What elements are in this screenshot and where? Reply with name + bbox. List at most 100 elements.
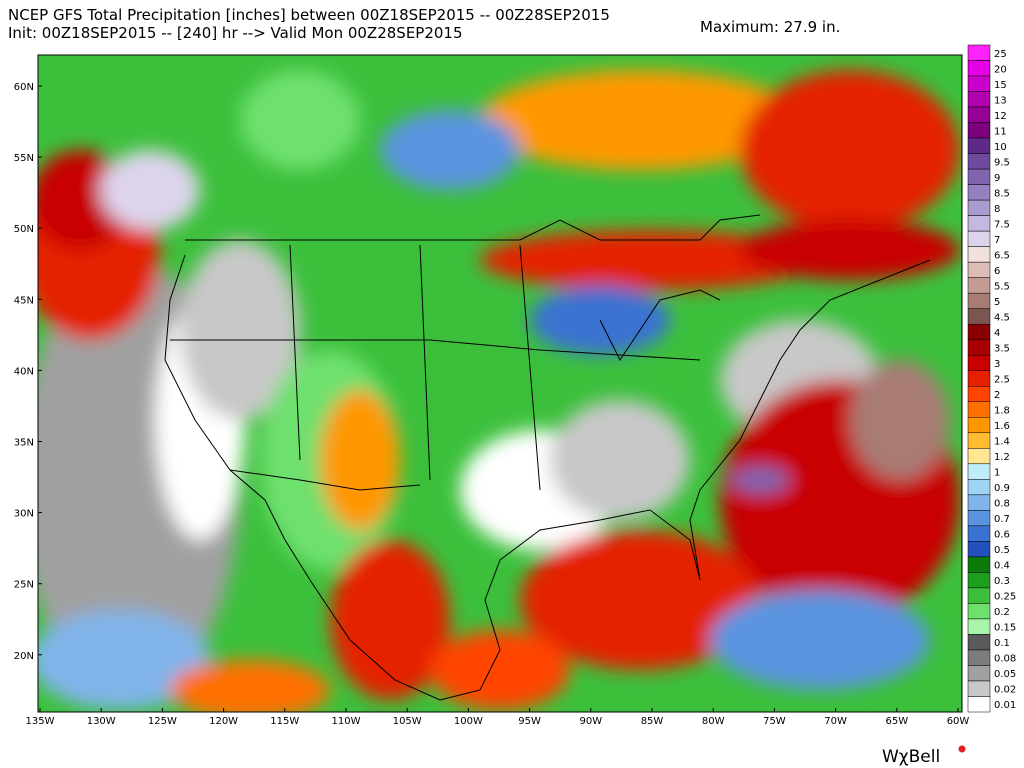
logo-dot (958, 745, 966, 753)
colorbar-label: 1 (994, 468, 1000, 479)
colorbar-swatch (967, 417, 991, 434)
colorbar-swatch (967, 168, 991, 185)
colorbar-swatch (967, 75, 991, 92)
colorbar-label: 0.3 (994, 576, 1010, 587)
colorbar-swatch (967, 106, 991, 123)
colorbar-swatch (967, 199, 991, 216)
colorbar-label: 4.5 (994, 312, 1010, 323)
lat-label: 20N (14, 651, 34, 662)
lat-label: 40N (14, 366, 34, 377)
lat-label: 35N (14, 438, 34, 449)
colorbar-label: 3.5 (994, 343, 1010, 354)
colorbar-label: 1.2 (994, 452, 1010, 463)
colorbar-swatch (967, 603, 991, 620)
lat-label: 60N (14, 82, 34, 93)
lon-label: 120W (209, 716, 238, 727)
colorbar-swatch (967, 277, 991, 294)
lon-label: 80W (702, 716, 725, 727)
lon-label: 105W (393, 716, 422, 727)
colorbar-swatch (967, 556, 991, 573)
map-frame (37, 54, 963, 713)
colorbar-swatch (967, 525, 991, 542)
colorbar-label: 11 (994, 126, 1007, 137)
colorbar-label: 15 (994, 80, 1007, 91)
colorbar-swatch (967, 479, 991, 496)
lon-label: 100W (454, 716, 483, 727)
title: NCEP GFS Total Precipitation [inches] be… (8, 6, 610, 24)
colorbar-label: 1.4 (994, 437, 1010, 448)
precip-field (38, 55, 962, 712)
colorbar-label: 5.5 (994, 281, 1010, 292)
colorbar-swatch (967, 323, 991, 340)
colorbar-swatch (967, 665, 991, 682)
lon-label: 65W (885, 716, 908, 727)
colorbar-label: 7 (994, 235, 1000, 246)
colorbar-swatch (967, 541, 991, 558)
colorbar-label: 20 (994, 64, 1007, 75)
colorbar-label: 2 (994, 390, 1000, 401)
colorbar-label: 25 (994, 49, 1007, 60)
colorbar-label: 1.8 (994, 406, 1010, 417)
lat-label: 45N (14, 295, 34, 306)
lon-label: 130W (87, 716, 116, 727)
colorbar-swatch (967, 370, 991, 387)
colorbar-swatch (967, 448, 991, 465)
colorbar-label: 7.5 (994, 219, 1010, 230)
colorbar-swatch (967, 587, 991, 604)
colorbar-swatch (967, 91, 991, 108)
lon-label: 95W (518, 716, 541, 727)
colorbar-swatch (967, 432, 991, 449)
colorbar-label: 5 (994, 297, 1000, 308)
logo: WχBell (882, 747, 940, 767)
colorbar-label: 10 (994, 142, 1007, 153)
colorbar-swatch (967, 230, 991, 247)
lon-label: 110W (332, 716, 361, 727)
colorbar-label: 0.02 (994, 685, 1016, 696)
colorbar-label: 9 (994, 173, 1000, 184)
colorbar-swatch (967, 184, 991, 201)
colorbar-label: 0.8 (994, 499, 1010, 510)
colorbar-swatch (967, 153, 991, 170)
colorbar-label: 0.9 (994, 483, 1010, 494)
lon-label: 135W (26, 716, 55, 727)
colorbar-swatch (967, 339, 991, 356)
colorbar-label: 6 (994, 266, 1000, 277)
colorbar-swatch (967, 649, 991, 666)
colorbar-swatch (967, 386, 991, 403)
lon-label: 85W (641, 716, 664, 727)
colorbar-label: 0.15 (994, 623, 1016, 634)
lon-label: 60W (947, 716, 970, 727)
colorbar-label: 0.05 (994, 669, 1016, 680)
colorbar-swatch (967, 463, 991, 480)
colorbar-label: 0.25 (994, 592, 1016, 603)
colorbar-label: 0.2 (994, 607, 1010, 618)
colorbar-swatch (967, 215, 991, 232)
colorbar-label: 1.6 (994, 421, 1010, 432)
colorbar: 252015131211109.598.587.576.565.554.543.… (967, 44, 1016, 713)
colorbar-label: 0.6 (994, 530, 1010, 541)
lat-label: 25N (14, 580, 34, 591)
colorbar-label: 6.5 (994, 250, 1010, 261)
colorbar-swatch (967, 618, 991, 635)
colorbar-swatch (967, 696, 991, 713)
colorbar-swatch (967, 680, 991, 697)
colorbar-label: 0.01 (994, 700, 1016, 711)
subtitle: Init: 00Z18SEP2015 -- [240] hr --> Valid… (8, 24, 463, 42)
colorbar-swatch (967, 401, 991, 418)
colorbar-label: 8 (994, 204, 1000, 215)
lat-label: 50N (14, 224, 34, 235)
lon-label: 70W (824, 716, 847, 727)
lon-label: 90W (579, 716, 602, 727)
colorbar-label: 0.7 (994, 514, 1010, 525)
colorbar-swatch (967, 510, 991, 527)
lon-label: 75W (763, 716, 786, 727)
colorbar-swatch (967, 122, 991, 139)
map-axes: 60N 55N 50N 45N 40N 35N 30N 25N 20N 135W 130W 125W 1… (14, 82, 970, 727)
colorbar-swatch (967, 354, 991, 371)
lon-label: 125W (148, 716, 177, 727)
colorbar-label: 4 (994, 328, 1000, 339)
colorbar-label: 0.4 (994, 561, 1010, 572)
colorbar-label: 12 (994, 111, 1007, 122)
colorbar-swatch (967, 137, 991, 154)
